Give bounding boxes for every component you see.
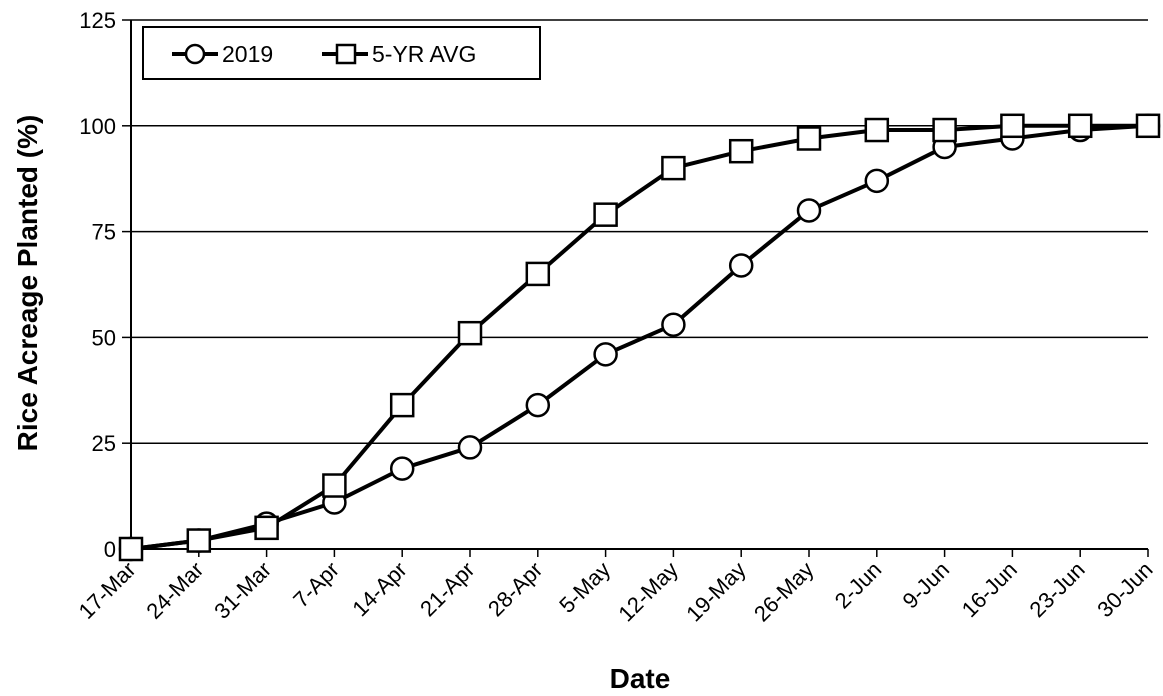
y-tick-label: 0 bbox=[104, 537, 116, 562]
x-tick-label: 5-May bbox=[554, 557, 615, 618]
data-point-2019 bbox=[593, 342, 618, 367]
x-axis-title: Date bbox=[610, 663, 671, 694]
data-point-5-yr-avg bbox=[457, 320, 483, 346]
data-point-2019 bbox=[661, 312, 686, 337]
data-point-5-yr-avg bbox=[796, 126, 822, 151]
y-tick-label: 100 bbox=[79, 114, 116, 139]
legend: 2019 5-YR AVG bbox=[142, 26, 541, 80]
x-tick-label: 19-May bbox=[681, 557, 751, 627]
legend-label-5yr-avg: 5-YR AVG bbox=[372, 41, 476, 67]
data-point-5-yr-avg bbox=[186, 528, 212, 553]
legend-item-5yr-avg: 5-YR AVG bbox=[322, 41, 476, 67]
series-line-2019 bbox=[130, 123, 1149, 551]
y-tick-label: 25 bbox=[92, 431, 116, 456]
data-point-5-yr-avg bbox=[322, 473, 347, 498]
x-tick-label: 17-Mar bbox=[74, 557, 141, 624]
y-tick-label: 50 bbox=[92, 325, 116, 350]
x-tick-label: 9-Jun bbox=[898, 557, 955, 614]
x-tick-label: 14-Apr bbox=[347, 557, 411, 621]
x-tick-label: 31-Mar bbox=[209, 557, 276, 624]
series-5-yr-avg bbox=[118, 113, 1161, 562]
x-tick-label: 7-Apr bbox=[288, 557, 344, 613]
data-point-2019 bbox=[864, 168, 890, 194]
data-point-5-yr-avg bbox=[593, 202, 618, 227]
x-tick-label: 23-Jun bbox=[1024, 557, 1089, 622]
x-tick-label: 30-Jun bbox=[1092, 557, 1157, 622]
data-point-2019 bbox=[796, 198, 822, 223]
x-tick-label: 26-May bbox=[749, 557, 819, 627]
legend-marker-circle bbox=[184, 43, 206, 65]
data-point-5-yr-avg bbox=[1000, 113, 1025, 139]
axes bbox=[130, 20, 1148, 550]
y-tick-label: 75 bbox=[92, 220, 116, 245]
series-line-5-yr-avg bbox=[130, 123, 1148, 551]
y-tick-label: 125 bbox=[79, 8, 116, 33]
x-tick-label: 12-May bbox=[613, 557, 683, 627]
series-layer bbox=[118, 113, 1161, 562]
data-point-5-yr-avg bbox=[254, 515, 279, 541]
data-point-5-yr-avg bbox=[728, 138, 754, 164]
data-point-5-yr-avg bbox=[1067, 113, 1093, 139]
legend-marker-square bbox=[335, 43, 357, 65]
y-axis-ticks: 0 25 50 75 100 125 bbox=[79, 8, 131, 562]
data-point-5-yr-avg bbox=[932, 117, 957, 143]
x-tick-label: 2-Jun bbox=[830, 557, 887, 614]
legend-label-2019: 2019 bbox=[222, 41, 273, 67]
data-point-5-yr-avg bbox=[389, 392, 415, 418]
x-tick-label: 24-Mar bbox=[141, 557, 208, 624]
legend-item-2019: 2019 bbox=[172, 41, 273, 67]
x-tick-label: 28-Apr bbox=[483, 557, 547, 621]
data-point-5-yr-avg bbox=[661, 155, 686, 181]
data-point-5-yr-avg bbox=[525, 261, 551, 287]
x-tick-label: 21-Apr bbox=[415, 557, 479, 621]
data-point-5-yr-avg bbox=[1135, 113, 1161, 139]
gridlines bbox=[131, 19, 1148, 444]
y-axis-title: Rice Acreage Planted (%) bbox=[12, 115, 43, 452]
x-tick-label: 16-Jun bbox=[957, 557, 1022, 622]
data-point-5-yr-avg bbox=[118, 536, 144, 562]
data-point-2019 bbox=[457, 435, 483, 460]
x-axis-ticks: 17-Mar 24-Mar 31-Mar 7-Apr 14-Apr 21-Apr 28-Ap… bbox=[74, 549, 1158, 626]
data-point-2019 bbox=[728, 253, 754, 278]
data-point-5-yr-avg bbox=[864, 117, 890, 143]
data-point-2019 bbox=[389, 456, 415, 481]
data-point-2019 bbox=[525, 392, 551, 418]
